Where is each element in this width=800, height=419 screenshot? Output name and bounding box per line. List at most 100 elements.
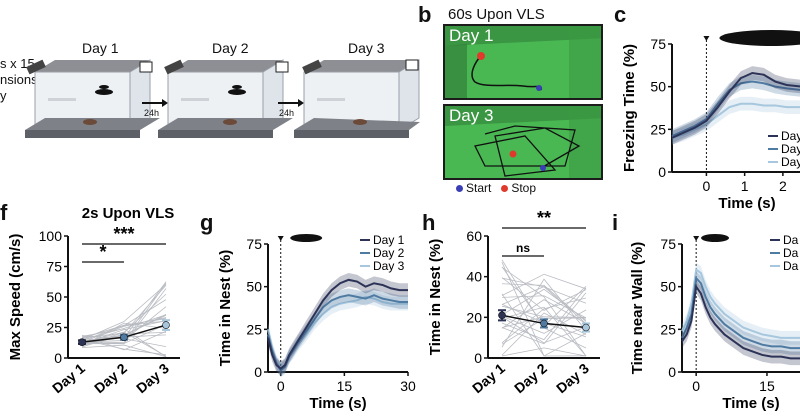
x-tick-label: 15 [337, 378, 353, 394]
panel-a-text-line: s x 15 [0, 56, 35, 71]
series-error-band [672, 66, 800, 145]
series-line [681, 283, 800, 360]
x-tick-label: Day 2 [511, 360, 550, 396]
sig-label-1: * [99, 242, 106, 262]
y-tick-label: 40 [466, 269, 482, 285]
photo2-label: Day 3 [449, 106, 494, 125]
chamber-day2 [158, 59, 293, 138]
y-tick-label: 75 [46, 259, 62, 275]
y-tick-label: 0 [668, 364, 676, 380]
panel-b-title: 60s Upon VLS [448, 6, 545, 23]
panel-a-text: s x 15 nsions y [0, 56, 38, 104]
series-line [681, 275, 800, 350]
series-error-band [268, 273, 408, 376]
subject-line [81, 331, 167, 357]
y-tick-label: 25 [246, 321, 262, 337]
mean-point [582, 323, 590, 332]
arena-photo-day1: Day 1 [443, 24, 603, 100]
y-axis-label: Freezing Time (%) [621, 44, 638, 172]
camera-icon [164, 59, 184, 75]
subject-line [81, 288, 167, 345]
legend-label: Day 3 [373, 259, 405, 273]
subject-line [501, 306, 587, 357]
stimulus-bar [701, 234, 730, 242]
mean-point [498, 311, 506, 320]
x-tick-label: 15 [759, 378, 775, 394]
legend-stop: Stop [501, 181, 536, 195]
subject-line [501, 287, 587, 341]
series-line [671, 71, 800, 139]
monitor-icon [275, 61, 289, 73]
x-tick-label: 30 [400, 378, 416, 394]
legend-start: Start [456, 181, 491, 195]
photo1-label: Day 1 [449, 26, 494, 45]
subject-line [501, 273, 587, 296]
y-tick-label: 25 [46, 320, 62, 336]
legend-label: Day [781, 155, 800, 169]
subject-line [81, 284, 167, 341]
day1-label: Day 1 [82, 40, 119, 56]
chamber-day1 [25, 59, 160, 138]
legend-label: Day [781, 129, 800, 143]
apparatus-diagram [25, 59, 420, 138]
stimulus-onset-marker [703, 36, 710, 41]
day2-label: Day 2 [212, 40, 249, 56]
monitor-icon [139, 61, 153, 73]
monitor-icon [405, 59, 419, 71]
x-tick-label: Day 3 [553, 360, 592, 396]
subject-line [501, 297, 587, 344]
panel-a-text-line: nsions [0, 72, 38, 87]
y-tick-label: 0 [54, 350, 62, 366]
stimulus-onset-marker [277, 236, 284, 241]
subject-line [501, 295, 587, 319]
y-axis-label: Time near Wall (%) [629, 242, 646, 375]
start-marker [536, 85, 542, 91]
series-error-band [268, 288, 408, 378]
y-tick-label: 50 [46, 289, 62, 305]
y-tick-label: 50 [650, 79, 666, 95]
series-error-band [682, 262, 800, 345]
series-line [671, 80, 800, 138]
subject-line [501, 267, 587, 357]
x-tick-label: 1 [741, 178, 749, 194]
stop-marker [477, 52, 485, 60]
series-line [267, 294, 408, 372]
panel-g-letter: g [200, 210, 214, 235]
chamber-day3 [294, 59, 420, 138]
panel-h-letter: h [422, 210, 436, 235]
subject-line [501, 277, 587, 311]
gap-label-1: 24h [144, 108, 160, 118]
mean-point [78, 338, 86, 346]
panel-b-letter: b [418, 2, 432, 27]
stimulus-onset-marker [693, 236, 700, 241]
sig-label-2: ** [537, 208, 551, 228]
subject-line [501, 316, 587, 344]
y-axis-label: Time in Nest (%) [427, 239, 444, 355]
arena-photo-day3: Day 3 [443, 104, 603, 180]
series-error-band [682, 279, 800, 366]
mean-point [120, 333, 128, 342]
sig-label-1: ns [516, 241, 530, 255]
x-tick-label: 0 [277, 378, 285, 394]
stimulus-bar [290, 234, 323, 242]
chart-title: 2s Upon VLS [82, 205, 175, 222]
subject-line [501, 286, 587, 324]
subject-line [501, 312, 587, 356]
y-tick-label: 0 [254, 364, 262, 380]
x-tick-label: Day 3 [133, 360, 172, 396]
x-axis-label: Time (s) [718, 195, 775, 212]
y-tick-label: 60 [466, 228, 482, 244]
panel-b-legend: Start Stop [456, 181, 536, 195]
subject-line [501, 347, 587, 357]
subject-line [81, 344, 167, 358]
stimulus-bar [719, 30, 800, 46]
subject-line [81, 320, 167, 342]
legend-label: Da [783, 246, 799, 260]
series-line [671, 102, 800, 139]
legend-label: Day 1 [373, 233, 405, 247]
start-marker [540, 165, 546, 171]
y-tick-label: 20 [466, 309, 482, 325]
